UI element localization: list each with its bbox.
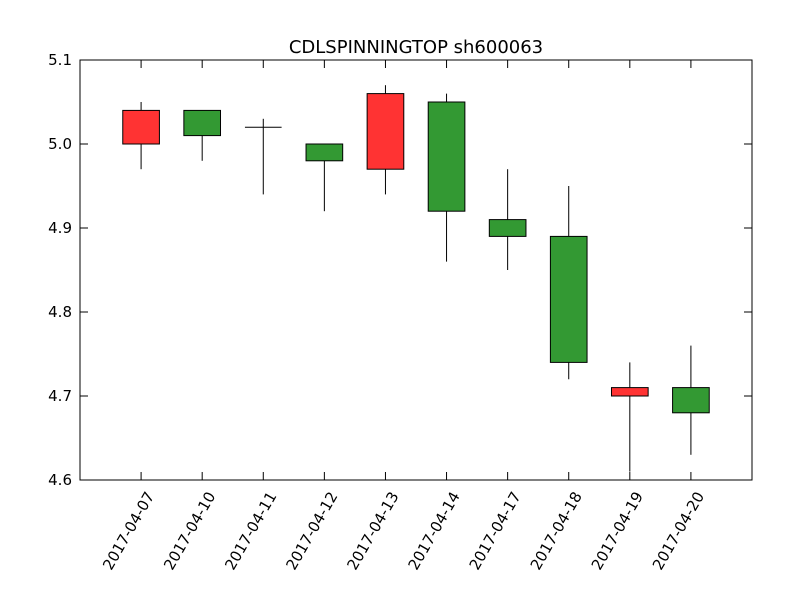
candle-2017-04-10: [183, 109, 222, 161]
candle-body-up: [366, 93, 405, 170]
y-tick-label: 4.6: [48, 471, 72, 489]
candle-2017-04-13: [366, 85, 405, 195]
y-tick-label: 5.1: [48, 51, 72, 69]
y-tick-label: 4.8: [48, 303, 72, 321]
y-tick-label: 4.9: [48, 219, 72, 237]
candle-2017-04-11: [244, 118, 282, 195]
plot-frame: [79, 59, 753, 481]
candle-body-down: [305, 143, 344, 162]
candle-2017-04-18: [549, 186, 588, 380]
candle-body-down: [672, 387, 710, 414]
candle-2017-04-20: [672, 345, 710, 455]
candle-2017-04-17: [488, 169, 527, 270]
y-tick-label: 5.0: [48, 135, 72, 153]
y-tick-label: 4.7: [48, 387, 72, 405]
candle-2017-04-07: [122, 102, 160, 170]
candle-body-down: [427, 101, 466, 212]
candle-2017-04-14: [427, 93, 466, 262]
candle-body-down: [183, 109, 222, 137]
y-axis: 4.6 4.7 4.8 4.9 5.0 5.1: [48, 51, 752, 489]
candle-body-up: [610, 387, 649, 397]
candle-body-down: [488, 219, 527, 237]
candle-body-up: [122, 109, 160, 145]
candle-2017-04-12: [305, 143, 344, 212]
candle-2017-04-19: [610, 362, 649, 472]
plot-area: [122, 85, 710, 472]
chart-title: CDLSPINNINGTOP sh600063: [289, 37, 543, 58]
candle-body-down: [549, 235, 588, 363]
